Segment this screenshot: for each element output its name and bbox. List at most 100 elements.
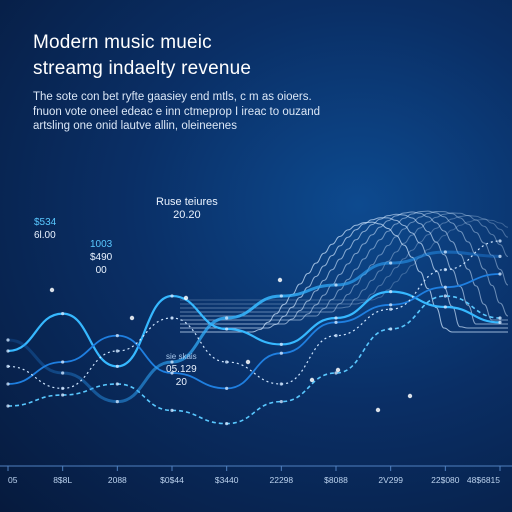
data-point bbox=[334, 320, 338, 324]
series-line-5 bbox=[7, 240, 501, 390]
data-point bbox=[279, 382, 283, 386]
data-point bbox=[6, 349, 10, 353]
annotation-1-value: 6l.00 bbox=[34, 230, 56, 241]
data-point bbox=[61, 393, 65, 397]
data-point bbox=[443, 305, 447, 309]
data-point bbox=[61, 360, 65, 364]
data-point bbox=[115, 382, 119, 386]
x-tick-label: 22$080 bbox=[431, 475, 460, 485]
title-line-1: Modern music mueic bbox=[33, 32, 212, 53]
data-point bbox=[170, 360, 174, 364]
annotation-1: $534 6l.00 bbox=[34, 216, 56, 242]
sparkle-dot bbox=[49, 287, 55, 293]
sparkle-dot bbox=[277, 277, 283, 283]
x-tick-label: $0$44 bbox=[160, 475, 184, 485]
data-point bbox=[389, 290, 393, 294]
annotation-1-label: $534 bbox=[34, 217, 57, 228]
sparkle-dots bbox=[49, 277, 413, 413]
data-point bbox=[279, 294, 283, 298]
data-point bbox=[225, 386, 229, 390]
x-tick-label: $8088 bbox=[324, 475, 348, 485]
annotation-4-extra: 20 bbox=[175, 377, 187, 388]
sparkle-dot bbox=[375, 407, 381, 413]
data-point bbox=[225, 360, 229, 364]
chart-title: Modern music mueic streamg indaelty reve… bbox=[33, 30, 251, 82]
annotation-3-value: 20.20 bbox=[173, 209, 201, 221]
data-point bbox=[389, 303, 393, 307]
data-point bbox=[498, 239, 502, 243]
series-line-3 bbox=[7, 295, 501, 425]
data-point bbox=[170, 408, 174, 412]
data-point bbox=[279, 342, 283, 346]
x-tick-label: 05 bbox=[8, 475, 18, 485]
title-line-2: streamg indaelty revenue bbox=[33, 58, 252, 79]
data-point bbox=[115, 400, 119, 404]
data-point bbox=[443, 294, 447, 298]
x-tick-label: 2V299 bbox=[378, 475, 403, 485]
data-point bbox=[334, 334, 338, 338]
series-line-1 bbox=[7, 290, 501, 368]
annotation-3-label: Ruse teiures bbox=[156, 196, 218, 208]
data-point bbox=[389, 307, 393, 311]
data-point bbox=[334, 371, 338, 375]
annotation-4-value: 05.129 bbox=[166, 364, 197, 375]
sparkle-dot bbox=[407, 393, 413, 399]
data-point bbox=[334, 316, 338, 320]
desc-line-2: fnuon vote oneel edeac e inn ctmeprop I … bbox=[33, 105, 321, 118]
data-point bbox=[61, 371, 65, 375]
data-point bbox=[6, 382, 10, 386]
data-point bbox=[115, 364, 119, 368]
annotation-2-label: 1003 bbox=[90, 239, 113, 250]
data-point bbox=[225, 316, 229, 320]
data-point bbox=[498, 316, 502, 320]
data-point bbox=[225, 327, 229, 331]
decorative-wave-6 bbox=[179, 211, 508, 321]
sparkle-dot bbox=[309, 377, 315, 383]
decorative-wave-2 bbox=[179, 215, 509, 305]
data-point bbox=[443, 250, 447, 254]
annotation-4-label: sie skais bbox=[166, 352, 197, 361]
data-point bbox=[334, 283, 338, 287]
annotation-4: sie skais 05.129 20 bbox=[166, 350, 197, 389]
data-point bbox=[498, 320, 502, 324]
data-point bbox=[115, 349, 119, 353]
desc-line-1: The sote con bet ryfte gaasiey end mtls,… bbox=[33, 91, 312, 103]
chart-description: The sote con bet ryfte gaasiey end mtls,… bbox=[33, 90, 333, 134]
sparkle-dot bbox=[183, 295, 189, 301]
annotation-3: Ruse teiures 20.20 bbox=[156, 196, 218, 222]
data-point bbox=[6, 338, 10, 342]
x-tick-label: $3440 bbox=[215, 475, 239, 485]
x-axis-ticks: 05 8$8L 2088 $0$44 $3440 22298 $8088 2V299 22$08… bbox=[7, 466, 501, 485]
x-tick-label: 22298 bbox=[270, 475, 294, 485]
decorative-waves bbox=[179, 210, 509, 333]
sparkle-dot bbox=[129, 315, 135, 321]
data-point bbox=[61, 312, 65, 316]
annotation-2: 1003 $490 00 bbox=[90, 238, 112, 277]
data-point bbox=[6, 364, 10, 368]
series-layer bbox=[6, 239, 502, 426]
decorative-wave-7 bbox=[180, 213, 508, 325]
data-point bbox=[170, 371, 174, 375]
series-line-4 bbox=[7, 250, 501, 404]
decorative-wave-1 bbox=[179, 218, 509, 301]
data-point bbox=[498, 254, 502, 258]
x-tick-label: 48$6815 bbox=[467, 475, 500, 485]
data-point bbox=[443, 268, 447, 272]
x-tick-label: 2088 bbox=[108, 475, 127, 485]
data-point bbox=[443, 285, 447, 289]
sparkle-dot bbox=[245, 359, 251, 365]
data-point bbox=[170, 316, 174, 320]
decorative-wave-8 bbox=[180, 217, 508, 329]
data-point bbox=[61, 386, 65, 390]
data-point bbox=[389, 261, 393, 265]
decorative-wave-3 bbox=[179, 212, 509, 309]
data-point bbox=[115, 334, 119, 338]
data-point bbox=[170, 294, 174, 298]
sparkle-dot bbox=[335, 367, 341, 373]
annotation-2-extra: 00 bbox=[95, 265, 107, 276]
desc-line-3: artsling one onid lautve allin, oleineen… bbox=[33, 120, 237, 132]
data-point bbox=[389, 327, 393, 331]
data-point bbox=[225, 422, 229, 426]
data-point bbox=[279, 400, 283, 404]
